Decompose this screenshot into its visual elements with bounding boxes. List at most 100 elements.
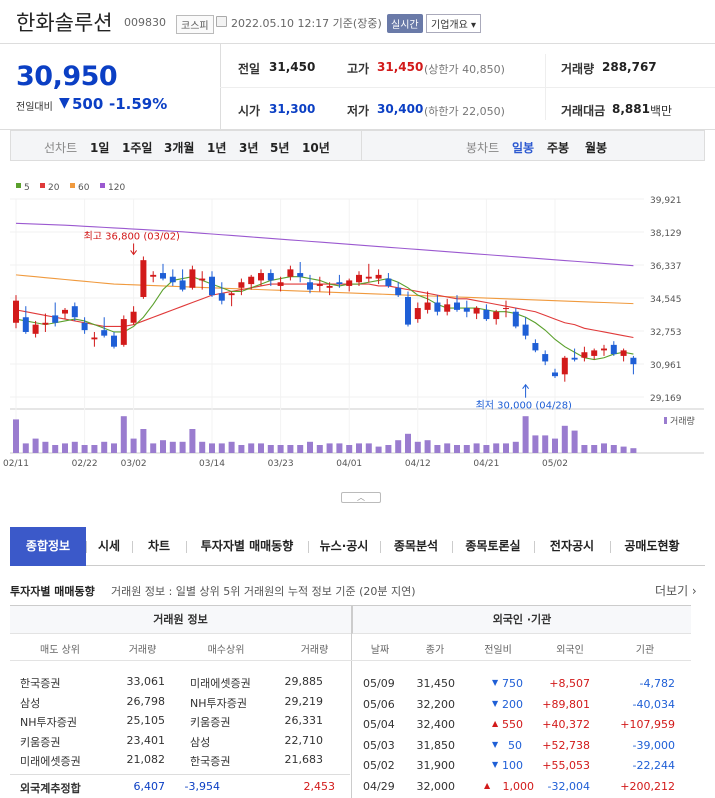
row-close: 32,000 — [416, 779, 456, 793]
x-tick-label: 02/11 — [3, 459, 29, 469]
volume-bar — [130, 438, 137, 453]
high-annotation: 최고 36,800 (03/02) — [84, 230, 180, 242]
candle-body — [218, 293, 225, 301]
candle-body — [228, 293, 235, 296]
table-row: 05/06 32,200 ▼ 200 +89,801 -40,034 — [352, 698, 691, 716]
buy-broker-name: NH투자증권 — [190, 696, 247, 710]
candle-body — [130, 311, 137, 323]
low-label: 저가 — [347, 104, 370, 118]
legend-swatch-120 — [100, 183, 105, 188]
high-label: 고가 — [347, 62, 370, 76]
candle-body — [52, 315, 59, 323]
company-name: 한화솔루션 — [16, 11, 113, 35]
legend-swatch-60 — [70, 183, 75, 188]
volume-bar — [228, 441, 235, 453]
moving-averages — [15, 222, 634, 361]
tab-0[interactable]: 종합정보 — [10, 527, 86, 566]
volume-bar — [71, 441, 78, 453]
tab-3[interactable]: 투자자별 매매동향 — [200, 539, 294, 553]
volume-bar — [493, 443, 500, 453]
period-3m[interactable]: 3개월 — [164, 141, 195, 155]
row-change: 200 — [502, 697, 523, 711]
y-tick-label: 34,545 — [650, 295, 682, 305]
col-buy-top: 매수상위 — [207, 645, 245, 656]
tab-5[interactable]: 종목분석 — [393, 539, 439, 553]
x-tick-label: 04/12 — [405, 459, 431, 469]
row-institution: -22,244 — [632, 759, 675, 772]
legend-swatch-5 — [16, 183, 21, 188]
tab-7[interactable]: 전자공시 — [549, 539, 595, 553]
candle-body — [542, 354, 549, 362]
sell-broker-name: 삼성 — [20, 696, 41, 710]
candle-body — [22, 317, 29, 332]
amount-unit: 백만 — [650, 104, 673, 118]
col-close: 종가 — [425, 645, 445, 656]
volume-bar — [405, 433, 411, 453]
prev-close-value: 31,450 — [269, 60, 316, 74]
high-value: 31,450 — [377, 60, 424, 74]
volume-bar — [218, 443, 225, 453]
tab-8[interactable]: 공매도현황 — [624, 539, 680, 553]
x-tick-label: 05/02 — [542, 459, 568, 469]
divider — [545, 54, 546, 120]
candle-weekly[interactable]: 주봉 — [547, 141, 570, 155]
volume-bar — [209, 443, 215, 453]
candle-monthly[interactable]: 월봉 — [585, 141, 608, 155]
tab-6[interactable]: 종목토론실 — [465, 539, 521, 553]
buy-volume: 22,710 — [284, 733, 324, 747]
volume-value: 288,767 — [602, 60, 657, 74]
candle-body — [248, 276, 255, 285]
period-1y[interactable]: 1년 — [207, 141, 227, 155]
period-1w[interactable]: 1주일 — [122, 141, 153, 155]
volume-bar — [630, 448, 637, 453]
volume-bar — [561, 425, 568, 453]
tab-4[interactable]: 뉴스·공시 — [319, 539, 369, 553]
col-change: 전일비 — [484, 645, 512, 656]
candle-daily[interactable]: 일봉 — [512, 141, 535, 155]
tab-separator — [452, 541, 453, 553]
row-date: 05/03 — [363, 738, 395, 752]
company-overview-dropdown[interactable]: 기업개요 ▾ — [426, 14, 481, 33]
volume-bar — [160, 440, 166, 453]
candle-body — [365, 276, 372, 279]
period-3y[interactable]: 3년 — [239, 141, 259, 155]
chart-collapse-button[interactable]: ︿ — [341, 492, 381, 503]
down-arrow-icon: ▼ — [59, 95, 70, 111]
more-link[interactable]: 더보기 › — [655, 584, 697, 598]
candle-body — [326, 285, 333, 288]
col-buy-volume: 거래량 — [300, 645, 329, 656]
chart-annotations: 최고 36,800 (03/02) 최저 30,000 (04/28) — [84, 230, 572, 411]
col-foreign: 외국인 — [556, 645, 584, 656]
buy-volume: 29,885 — [284, 675, 324, 688]
candle-body — [356, 274, 362, 283]
period-5y[interactable]: 5년 — [270, 141, 290, 155]
x-tick-label: 03/23 — [268, 459, 294, 469]
volume-bar — [375, 446, 382, 453]
volume-legend-label: 거래량 — [670, 415, 695, 427]
volume-bar — [581, 445, 588, 453]
row-institution: -39,000 — [632, 738, 675, 752]
tab-separator — [380, 541, 381, 553]
volume-bar — [424, 440, 431, 453]
stock-candle-chart[interactable]: 5 20 60 120 39,92138,12936,33734,54532,7533… — [0, 163, 715, 488]
candle-body — [169, 276, 176, 283]
candle-body — [581, 352, 588, 358]
period-10y[interactable]: 10년 — [302, 141, 330, 155]
prev-close-label: 전일 — [238, 62, 261, 76]
tab-2[interactable]: 차트 — [147, 539, 171, 553]
volume-bar — [238, 445, 245, 453]
candle-body — [316, 284, 323, 286]
tab-separator — [610, 541, 611, 553]
row-institution: -40,034 — [632, 697, 675, 711]
volume-bar — [522, 416, 529, 453]
foreign-table-header: 외국인 ·기관 — [352, 605, 691, 634]
candle-body — [209, 276, 215, 296]
candle-body — [454, 302, 460, 310]
candle-body — [42, 322, 49, 325]
realtime-button[interactable]: 실시간 — [387, 14, 423, 33]
ma120-line — [15, 222, 634, 267]
table-row: 한국증권 33,061 미래에셋증권 29,885 — [10, 675, 350, 693]
period-1d[interactable]: 1일 — [90, 141, 110, 155]
tab-1[interactable]: 시세 — [97, 539, 121, 553]
candle-chart-label: 봉차트 — [466, 141, 500, 155]
